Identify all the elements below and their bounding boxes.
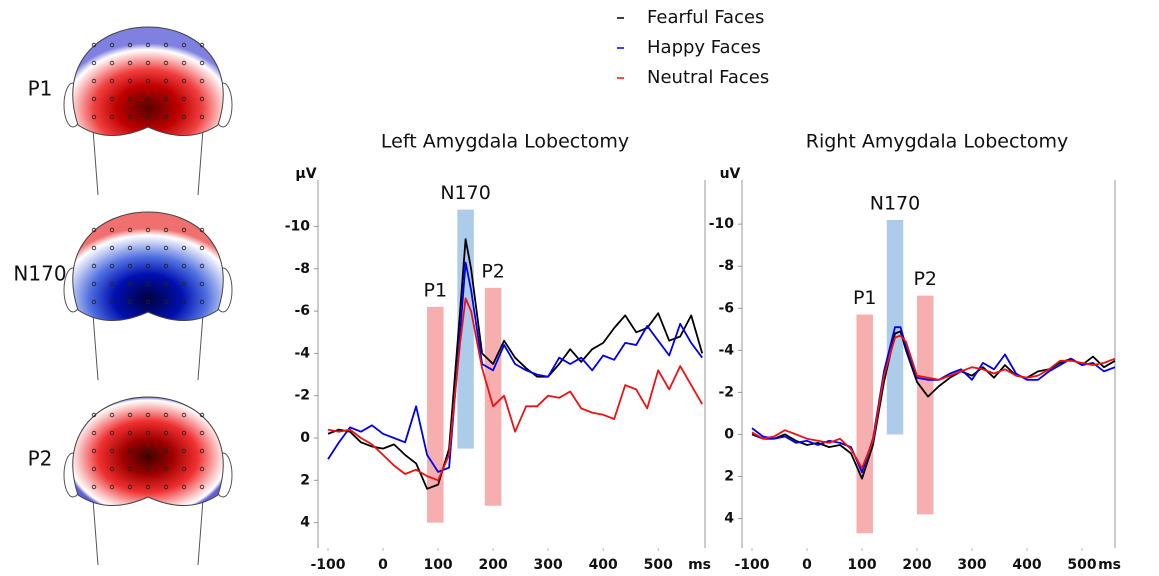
x-tick-label: 100 (423, 557, 452, 573)
topomap-label: P2 (28, 447, 53, 471)
component-label: P1 (853, 287, 877, 309)
y-tick-label: -2 (294, 388, 310, 404)
y-tick-label: 2 (724, 469, 734, 485)
topomap: P1 (28, 27, 232, 195)
component-label: N170 (440, 182, 490, 204)
chart-title: Right Amygdala Lobectomy (806, 131, 1068, 153)
y-tick-label: -6 (718, 300, 734, 316)
x-tick-label: 100 (847, 557, 876, 573)
y-tick-label: -4 (718, 342, 734, 358)
series-line (328, 263, 702, 472)
topomap: P2 (28, 397, 232, 565)
y-tick-label: -10 (709, 216, 735, 232)
component-label: P2 (913, 268, 937, 290)
y-axis-label: µV (295, 166, 316, 182)
x-tick-label: -100 (734, 557, 769, 573)
legend-label: Fearful Faces (647, 7, 764, 28)
chart-title: Left Amygdala Lobectomy (381, 131, 629, 153)
legend-label: Happy Faces (647, 37, 761, 58)
y-tick-label: -8 (294, 261, 310, 277)
x-tick-label: 300 (957, 557, 986, 573)
y-tick-label: 2 (300, 472, 310, 488)
x-tick-label: 200 (478, 557, 507, 573)
x-tick-label: 300 (534, 557, 563, 573)
topomap-label: N170 (13, 262, 66, 286)
chart: Right Amygdala Lobectomy uV ms -10 -8 -6 -4 -2 0… (709, 131, 1121, 574)
chart: Left Amygdala Lobectomy µV ms -10 -8 -6 -4 -2 0 2… (285, 131, 711, 574)
x-tick-label: 0 (378, 557, 388, 573)
y-tick-label: -10 (285, 219, 311, 235)
figure: P1 N170 P2 Fearful Faces Happy Faces Neutral … (0, 0, 1159, 576)
x-axis-label: ms (1098, 557, 1121, 573)
x-tick-label: 0 (802, 557, 812, 573)
topomap: N170 (13, 212, 232, 380)
x-tick-label: 200 (902, 557, 931, 573)
x-tick-label: 500 (644, 557, 673, 573)
y-tick-label: 4 (300, 515, 310, 531)
component-label: P2 (481, 260, 505, 282)
x-tick-label: 400 (1012, 557, 1041, 573)
y-tick-label: -4 (294, 345, 310, 361)
y-tick-label: -2 (718, 384, 734, 400)
x-tick-label: 500 (1067, 557, 1096, 573)
series-line (328, 298, 702, 480)
component-label: N170 (870, 192, 920, 214)
topomap-label: P1 (28, 77, 53, 101)
y-tick-label: -8 (718, 258, 734, 274)
component-window (427, 307, 444, 523)
y-tick-label: 0 (300, 430, 310, 446)
component-window (485, 288, 502, 506)
component-label: P1 (424, 279, 448, 301)
y-tick-label: 0 (724, 426, 734, 442)
y-tick-label: 4 (724, 511, 734, 527)
y-tick-label: -6 (294, 303, 310, 319)
x-tick-label: -100 (310, 557, 345, 573)
x-axis-label: ms (688, 557, 711, 573)
component-window (857, 315, 874, 534)
legend-label: Neutral Faces (647, 67, 769, 88)
component-window (917, 296, 934, 515)
y-axis-label: uV (720, 166, 741, 182)
x-tick-label: 400 (589, 557, 618, 573)
